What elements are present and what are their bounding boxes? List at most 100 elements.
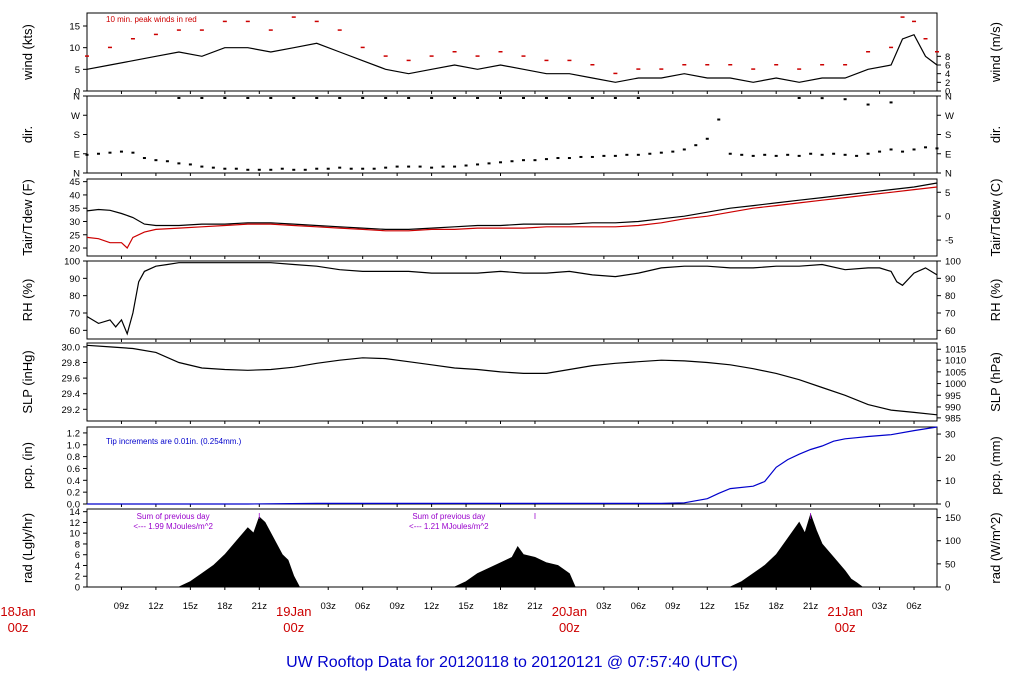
dir-point bbox=[96, 152, 100, 155]
wind-left-tick-label: 0 bbox=[75, 87, 80, 98]
dir-point bbox=[441, 165, 445, 168]
wind-peak-mark bbox=[567, 59, 572, 62]
rad-day-marker: I bbox=[810, 512, 812, 521]
rad-left-tick-label: 14 bbox=[69, 507, 80, 518]
pcp-left-tick-label: 1.0 bbox=[67, 440, 80, 451]
panel-pcp: 0.00.20.40.60.81.01.2 0 10 20 30 pcp. (in) pcp… bbox=[20, 426, 1003, 511]
slp-left-tick-label: 29.2 bbox=[62, 405, 81, 416]
x-tick-label: 12z bbox=[424, 601, 440, 612]
dir-point bbox=[590, 97, 594, 99]
wind-peak-mark bbox=[912, 20, 917, 23]
pcp-right-tick-label: 20 bbox=[945, 453, 956, 464]
dir-point bbox=[510, 160, 514, 163]
wind-right-tick-label: 6 bbox=[945, 61, 950, 72]
rad-sum-note: Sum of previous day bbox=[137, 512, 210, 521]
x-day-time-label: 00z bbox=[835, 620, 856, 635]
x-tick-label: 12z bbox=[700, 601, 716, 612]
rad-area-0 bbox=[178, 516, 301, 588]
wind-peak-mark bbox=[268, 29, 273, 31]
dir-point bbox=[855, 154, 859, 157]
wind-peak-mark bbox=[889, 46, 894, 49]
wind-peak-mark bbox=[820, 64, 825, 66]
slp-right-tick-label: 1015 bbox=[945, 345, 966, 356]
pcp-left-tick-label: 0.6 bbox=[67, 464, 80, 475]
rad-sum-note: Sum of previous day bbox=[412, 512, 485, 521]
wind-peak-mark bbox=[176, 29, 181, 31]
wind-peak-mark bbox=[521, 55, 526, 57]
slp-right-tick-label: 1010 bbox=[945, 356, 966, 367]
pcp-right-tick-label: 10 bbox=[945, 476, 956, 487]
dir-point bbox=[717, 118, 721, 121]
rad-right-tick-label: 50 bbox=[945, 559, 956, 570]
rh-right-tick-label: 60 bbox=[945, 326, 956, 337]
dir-point bbox=[223, 97, 227, 99]
dir-point bbox=[694, 144, 698, 147]
dir-point bbox=[613, 97, 617, 99]
dir-point bbox=[303, 168, 307, 171]
wind-peak-mark bbox=[682, 64, 687, 66]
wind-peak-mark bbox=[797, 68, 802, 70]
rh-ylabel-left: RH (%) bbox=[20, 279, 35, 322]
pcp-left-tick-label: 0.2 bbox=[67, 488, 80, 499]
dir-point bbox=[797, 97, 801, 99]
dir-right-tick-label: N bbox=[945, 169, 952, 180]
pcp-left-tick-label: 1.2 bbox=[67, 428, 80, 439]
dir-point bbox=[246, 168, 250, 171]
temp-right-tick-label: 0 bbox=[945, 212, 950, 223]
dir-point bbox=[464, 164, 468, 167]
slp-line-0 bbox=[86, 344, 938, 416]
dir-point bbox=[407, 165, 411, 168]
dir-point bbox=[935, 147, 939, 150]
dir-right-tick-label: S bbox=[945, 130, 951, 141]
x-tick-label: 21z bbox=[803, 601, 819, 612]
slp-left-tick-label: 29.8 bbox=[62, 358, 81, 369]
temp-frame bbox=[86, 178, 938, 257]
x-day-time-label: 00z bbox=[283, 620, 304, 635]
dir-point bbox=[177, 162, 181, 165]
wind-peak-mark bbox=[406, 59, 411, 62]
rad-sum-note: <--- 1.21 MJoules/m^2 bbox=[409, 522, 489, 531]
dir-point bbox=[372, 167, 376, 170]
dir-point bbox=[430, 97, 434, 99]
x-tick-label: 09z bbox=[389, 601, 405, 612]
rad-area-1 bbox=[454, 545, 576, 588]
wind-peak-mark bbox=[383, 55, 388, 57]
dir-point bbox=[499, 97, 503, 99]
rad-left-tick-label: 6 bbox=[75, 550, 80, 561]
rad-sum-note: <--- 1.99 MJoules/m^2 bbox=[133, 522, 213, 531]
page-title: UW Rooftop Data for 20120118 to 20120121… bbox=[286, 654, 738, 671]
dir-point bbox=[659, 151, 663, 154]
dir-point bbox=[453, 97, 457, 99]
dir-point bbox=[292, 168, 296, 171]
dir-point bbox=[567, 157, 571, 160]
rad-left-tick-label: 12 bbox=[69, 518, 80, 529]
dir-point bbox=[430, 166, 434, 169]
wind-peak-mark bbox=[659, 68, 664, 70]
x-day-label: 21Jan bbox=[827, 604, 862, 619]
dir-point bbox=[544, 158, 548, 161]
x-tick-label: 09z bbox=[114, 601, 130, 612]
wind-peak-mark bbox=[935, 51, 939, 53]
temp-left-tick-label: 45 bbox=[69, 177, 80, 188]
rh-frame bbox=[86, 260, 938, 340]
wind-peak-mark bbox=[613, 72, 618, 75]
rad-left-tick-label: 4 bbox=[75, 561, 80, 572]
dir-point bbox=[142, 157, 146, 160]
wind-annotation: 10 min. peak winds in red bbox=[106, 15, 197, 24]
dir-point bbox=[499, 161, 503, 164]
dir-point bbox=[211, 166, 215, 169]
wind-peak-mark bbox=[452, 51, 457, 53]
dir-point bbox=[269, 97, 273, 99]
x-day-label: 18Jan bbox=[0, 604, 35, 619]
slp-left-tick-label: 30.0 bbox=[62, 342, 81, 353]
dir-point bbox=[843, 153, 847, 156]
wind-peak-mark bbox=[314, 20, 319, 23]
rh-left-tick-label: 80 bbox=[69, 291, 80, 302]
dir-point bbox=[924, 146, 928, 149]
wind-peak-mark bbox=[590, 64, 595, 66]
temp-left-tick-label: 25 bbox=[69, 230, 80, 241]
rad-day-marker: I bbox=[534, 512, 536, 521]
dir-point bbox=[820, 153, 824, 156]
wind-left-tick-label: 10 bbox=[69, 43, 80, 54]
wind-right-tick-label: 2 bbox=[945, 78, 950, 89]
